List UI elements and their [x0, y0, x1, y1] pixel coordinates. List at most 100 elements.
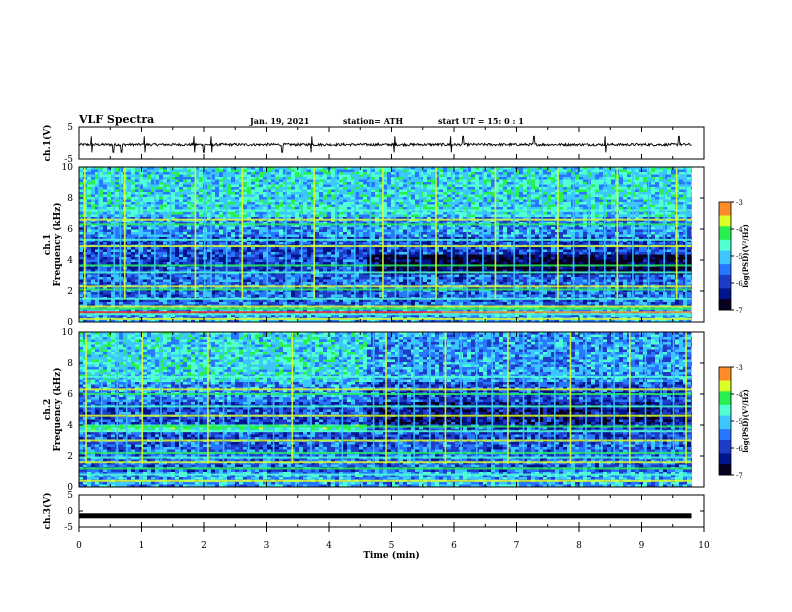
spectrogram-cell — [591, 197, 596, 200]
spectrogram-cell — [363, 239, 368, 243]
spectrogram-cell — [259, 234, 264, 238]
spectrogram-cell — [339, 202, 344, 205]
spectrogram-cell — [275, 189, 280, 193]
spectrogram-cell — [523, 219, 528, 223]
spectrogram-cell — [87, 182, 92, 185]
spectrogram-cell — [623, 169, 628, 173]
spectrogram-cell — [383, 194, 388, 198]
spectrogram-cell — [403, 219, 408, 223]
spectrogram-cell — [519, 184, 524, 188]
spectrogram-cell — [611, 184, 616, 188]
spectrogram-cell — [355, 177, 360, 180]
spectrogram-cell — [111, 187, 116, 190]
spectrogram-cell — [103, 204, 108, 208]
spectrogram-cell — [167, 207, 172, 210]
spectrogram-cell — [595, 224, 600, 228]
spectrogram-cell — [319, 217, 324, 220]
spectrogram-cell — [627, 229, 632, 233]
spectrogram-cell — [399, 182, 404, 185]
spectrogram-cell — [179, 182, 184, 185]
spectrogram-cell — [467, 229, 472, 233]
spectrogram-cell — [551, 234, 556, 238]
spectrogram-cell — [391, 229, 396, 233]
spectrogram-cell — [239, 182, 244, 185]
spectrogram-cell — [459, 219, 464, 223]
spectrogram-cell — [303, 219, 308, 223]
spectrogram-cell — [383, 239, 388, 243]
spectrogram-cell — [427, 232, 432, 235]
spectrogram-cell — [627, 234, 632, 238]
spectrogram-cell — [87, 192, 92, 195]
spectrogram-cell — [487, 229, 492, 233]
spectrogram-cell — [519, 202, 524, 205]
spectrogram-cell — [519, 219, 524, 223]
spectrogram-cell — [191, 202, 196, 205]
spectrogram-cell — [283, 192, 288, 195]
spectrogram-cell — [567, 179, 572, 183]
spectrogram-cell — [107, 192, 112, 195]
spectrogram-cell — [339, 169, 344, 173]
spectrogram-cell — [607, 219, 612, 223]
spectrogram-cell — [223, 192, 228, 195]
spectrogram-cell — [455, 237, 460, 240]
spectrogram-cell — [635, 177, 640, 180]
spectrogram-cell — [175, 199, 180, 203]
spectrogram-cell — [411, 219, 416, 223]
spectrogram-cell — [403, 237, 408, 240]
spectrogram-cell — [287, 214, 292, 218]
spectrogram-cell — [287, 197, 292, 200]
spectrogram-cell — [623, 204, 628, 208]
spectrogram-cell — [79, 232, 84, 235]
spectrogram-cell — [463, 194, 468, 198]
spectrogram-cell — [503, 239, 508, 243]
spectrogram-cell — [623, 177, 628, 180]
spectrogram-cell — [379, 224, 384, 228]
spectrogram-cell — [471, 167, 476, 170]
spectrogram-cell — [127, 229, 132, 233]
spectrogram-cell — [239, 224, 244, 228]
spectrogram-cell — [159, 194, 164, 198]
spectrogram-cell — [331, 219, 336, 223]
spectrogram-cell — [607, 172, 612, 175]
spectrogram-cell — [595, 192, 600, 195]
spectrogram-cell — [171, 177, 176, 180]
spectrogram-cell — [235, 224, 240, 228]
spectrogram-cell — [511, 242, 516, 245]
spectrogram-cell — [407, 217, 412, 220]
spectrogram-cell — [279, 187, 284, 190]
spectrogram-cell — [331, 204, 336, 208]
spectrogram-cell — [595, 234, 600, 238]
spectrogram-cell — [291, 242, 296, 245]
spectrogram-cell — [187, 214, 192, 218]
spectrogram-cell — [523, 184, 528, 188]
spectrogram-cell — [663, 177, 668, 180]
spectrogram-cell — [667, 192, 672, 195]
spectrogram-cell — [383, 174, 388, 178]
spectrogram-cell — [135, 184, 140, 188]
spectrogram-cell — [115, 232, 120, 235]
spectrogram-cell — [463, 242, 468, 245]
spectrogram-cell — [271, 239, 276, 243]
spectrogram-cell — [611, 232, 616, 235]
spectrogram-cell — [355, 232, 360, 235]
spectrogram-cell — [379, 174, 384, 178]
spectrogram-cell — [447, 237, 452, 240]
spectrogram-cell — [179, 189, 184, 193]
spectrogram-cell — [151, 229, 156, 233]
spectrogram-cell — [619, 242, 624, 245]
spectrogram-cell — [159, 169, 164, 173]
spectrogram-cell — [263, 179, 268, 183]
spectrogram-cell — [375, 214, 380, 218]
spectrogram-cell — [223, 174, 228, 178]
spectrogram-cell — [267, 169, 272, 173]
spectrogram-cell — [99, 214, 104, 218]
spectrogram-cell — [183, 192, 188, 195]
spectrogram-cell — [431, 167, 436, 170]
spectrogram-cell — [583, 182, 588, 185]
spectrogram-cell — [183, 174, 188, 178]
spectrogram-cell — [387, 234, 392, 238]
spectrogram-cell — [379, 237, 384, 240]
spectrogram-cell — [451, 182, 456, 185]
spectrogram-cell — [103, 182, 108, 185]
spectrogram-cell — [87, 247, 92, 250]
